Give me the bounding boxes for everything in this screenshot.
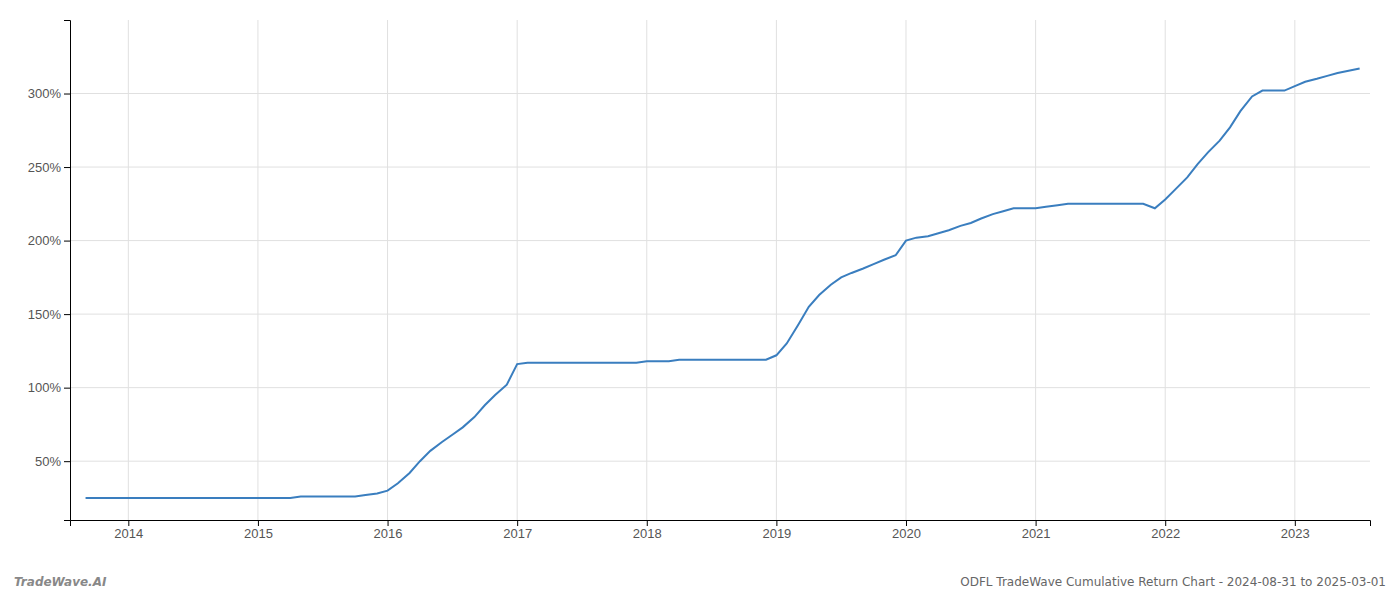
grid-line-x: [257, 20, 258, 520]
x-tick-label: 2022: [1151, 526, 1180, 541]
x-tick-label: 2019: [762, 526, 791, 541]
y-tick-label: 150%: [28, 307, 62, 322]
x-tick-mark: [388, 520, 389, 526]
grid-line-x: [387, 20, 388, 520]
y-tick-label: 50%: [35, 454, 61, 469]
x-tick-label: 2018: [633, 526, 662, 541]
x-tick: 2014: [114, 520, 143, 541]
y-tick-mark: [64, 314, 70, 315]
x-tick-mark: [517, 520, 518, 526]
x-tick-mark: [647, 520, 648, 526]
x-tick: 2016: [374, 520, 403, 541]
x-tick: 2017: [503, 520, 532, 541]
y-tick-label: 250%: [28, 160, 62, 175]
x-tick-label: 2015: [244, 526, 273, 541]
x-tick-label: 2016: [374, 526, 403, 541]
grid-line-y: [70, 93, 1370, 94]
y-tick-mark: [64, 241, 70, 242]
grid-line-x: [646, 20, 647, 520]
grid-line-y: [70, 167, 1370, 168]
x-tick-mark: [1165, 520, 1166, 526]
x-tick: 2021: [1022, 520, 1051, 541]
y-tick-label: 300%: [28, 86, 62, 101]
y-tick: 50%: [35, 454, 70, 469]
x-axis-line: [71, 521, 1371, 527]
y-tick-mark: [64, 94, 70, 95]
chart: 2014 2015 2016 2017 2018 2019 2020 2021 2022 2023…: [0, 0, 1400, 600]
grid-line-x: [128, 20, 129, 520]
y-axis-line: [64, 21, 71, 521]
y-tick-label: 100%: [28, 380, 62, 395]
watermark: TradeWave.AI: [14, 575, 107, 589]
title: ODFL TradeWave Cumulative Return Chart -…: [960, 575, 1386, 589]
y-tick: 100%: [28, 380, 70, 395]
grid-line-x: [517, 20, 518, 520]
x-tick-mark: [1036, 520, 1037, 526]
line: [86, 69, 1360, 498]
x-tick-label: 2021: [1022, 526, 1051, 541]
grid-line-x: [1035, 20, 1036, 520]
plot: 2014 2015 2016 2017 2018 2019 2020 2021 2022 2023…: [28, 20, 1371, 541]
y-tick: 250%: [28, 160, 70, 175]
y-tick: 200%: [28, 233, 70, 248]
grid-line-y: [70, 314, 1370, 315]
grid-line-x: [905, 20, 906, 520]
x-axis: 2014 2015 2016 2017 2018 2019 2020 2021 2022 2023: [71, 520, 1371, 541]
grid: [70, 20, 1370, 520]
x-tick: 2022: [1151, 520, 1180, 541]
x-tick: 2019: [762, 520, 791, 541]
grid-line-y: [70, 387, 1370, 388]
grid-line-x: [1294, 20, 1295, 520]
y-axis: 50% 100% 150% 200% 250% 300%: [28, 21, 71, 521]
x-tick-label: 2023: [1281, 526, 1310, 541]
y-tick: 300%: [28, 86, 70, 101]
y-tick-mark: [64, 461, 70, 462]
x-tick-mark: [906, 520, 907, 526]
x-tick-label: 2017: [503, 526, 532, 541]
marks: [86, 69, 1360, 498]
x-tick: 2015: [244, 520, 273, 541]
y-tick: 150%: [28, 307, 70, 322]
x-tick-mark: [258, 520, 259, 526]
grid-line-y: [70, 240, 1370, 241]
x-tick: 2023: [1281, 520, 1310, 541]
y-tick-mark: [64, 388, 70, 389]
x-tick: 2018: [633, 520, 662, 541]
x-tick-mark: [128, 520, 129, 526]
x-tick-mark: [776, 520, 777, 526]
grid-line-x: [1165, 20, 1166, 520]
x-tick-mark: [1295, 520, 1296, 526]
grid-line-x: [776, 20, 777, 520]
y-tick-label: 200%: [28, 233, 62, 248]
x-tick-label: 2020: [892, 526, 921, 541]
x-tick: 2020: [892, 520, 921, 541]
grid-line-y: [70, 461, 1370, 462]
y-tick-mark: [64, 167, 70, 168]
x-tick-label: 2014: [114, 526, 143, 541]
